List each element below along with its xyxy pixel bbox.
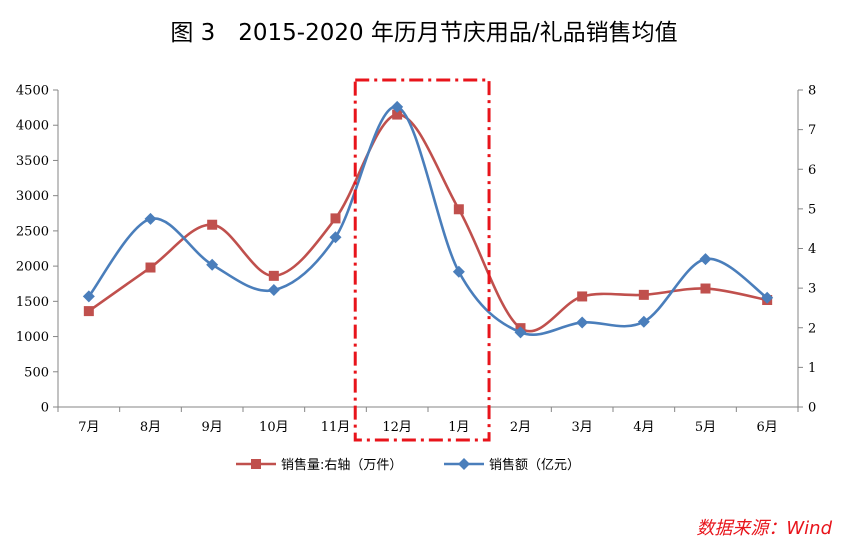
x-tick-label: 8月 xyxy=(140,420,161,435)
series-layer xyxy=(82,100,774,339)
data-point xyxy=(83,306,94,317)
data-point xyxy=(82,290,95,303)
right-tick-label: 3 xyxy=(808,282,816,297)
data-point xyxy=(452,265,465,278)
series-line xyxy=(87,105,768,336)
x-tick-label: 9月 xyxy=(202,420,223,435)
x-tick-label: 5月 xyxy=(695,420,716,435)
left-tick-label: 4500 xyxy=(16,84,49,99)
data-point xyxy=(577,291,588,302)
right-tick-label: 2 xyxy=(808,321,816,336)
data-point xyxy=(207,219,218,230)
chart-axes xyxy=(57,90,799,408)
x-tick-label: 1月 xyxy=(448,420,469,435)
data-point xyxy=(638,289,649,300)
data-point xyxy=(268,270,279,281)
right-tick-label: 8 xyxy=(808,84,816,99)
right-tick-label: 1 xyxy=(808,361,816,376)
left-tick-label: 500 xyxy=(24,365,49,380)
data-point xyxy=(145,262,156,273)
x-tick-label: 10月 xyxy=(259,420,289,435)
data-point xyxy=(576,316,589,329)
data-point xyxy=(329,231,342,244)
highlight-box xyxy=(353,78,491,442)
data-point xyxy=(330,213,341,224)
data-point xyxy=(637,315,650,328)
left-tick-label: 0 xyxy=(41,401,49,416)
x-tick-label: 12月 xyxy=(382,420,412,435)
left-tick-label: 1500 xyxy=(16,295,49,310)
left-tick-label: 2500 xyxy=(16,224,49,239)
x-tick-label: 4月 xyxy=(633,420,654,435)
chart-title: 图 3 2015-2020 年历月节庆用品/礼品销售均值 xyxy=(170,20,677,46)
data-point xyxy=(514,326,527,339)
left-tick-label: 3000 xyxy=(16,189,49,204)
right-tick-label: 4 xyxy=(808,242,816,257)
x-tick-label: 11月 xyxy=(321,420,351,435)
x-axis-ticks: 7月 8月 9月 10月 11月 12月 1月 2月 3月 4月 5月 6月 xyxy=(57,407,799,435)
left-tick-label: 2000 xyxy=(16,260,49,275)
legend: 销售量:右轴（万件） 销售额（亿元） xyxy=(236,457,580,473)
left-axis-ticks: 0 500 1000 1500 2000 2500 3000 3500 4000 4500 xyxy=(16,84,58,416)
left-tick-label: 4000 xyxy=(16,119,49,134)
right-tick-label: 6 xyxy=(808,163,816,178)
data-point xyxy=(700,283,711,294)
legend-marker-diamond xyxy=(458,458,470,470)
x-tick-label: 3月 xyxy=(572,420,593,435)
data-point xyxy=(761,291,774,304)
legend-label-sales-volume: 销售量:右轴（万件） xyxy=(281,457,402,473)
x-tick-label: 7月 xyxy=(78,420,99,435)
x-tick-label: 2月 xyxy=(510,420,531,435)
highlight-layer xyxy=(353,78,491,442)
legend-item-sales-volume: 销售量:右轴（万件） xyxy=(236,457,402,473)
left-tick-label: 1000 xyxy=(16,330,49,345)
data-point xyxy=(699,253,712,266)
source-note: 数据来源：Wind xyxy=(696,518,832,539)
series-2 xyxy=(82,100,774,339)
series-1 xyxy=(83,109,773,334)
legend-marker-square xyxy=(251,459,261,469)
data-point xyxy=(391,100,404,113)
right-tick-label: 7 xyxy=(808,123,816,138)
legend-label-sales-amount: 销售额（亿元） xyxy=(489,457,580,473)
right-tick-label: 5 xyxy=(808,202,816,217)
x-tick-label: 6月 xyxy=(757,420,778,435)
data-point xyxy=(392,109,403,120)
left-tick-label: 3500 xyxy=(16,154,49,169)
data-point xyxy=(144,212,157,225)
right-tick-label: 0 xyxy=(808,401,816,416)
legend-item-sales-amount: 销售额（亿元） xyxy=(444,457,580,473)
data-point xyxy=(453,204,464,215)
right-axis-ticks: 0 1 2 3 4 5 6 7 8 xyxy=(798,84,816,416)
data-point xyxy=(206,258,219,271)
data-point xyxy=(267,284,280,297)
